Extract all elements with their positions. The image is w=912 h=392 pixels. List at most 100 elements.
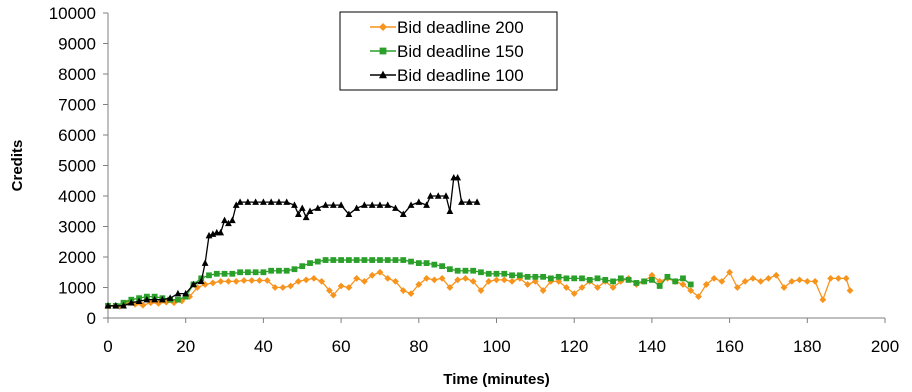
data-point [361,257,368,263]
data-point [237,269,243,276]
y-tick-label: 3000 [58,218,96,237]
data-point [594,284,601,291]
data-point [454,276,462,284]
data-point [291,266,298,273]
data-point [400,257,407,263]
data-point [423,260,430,266]
data-point [217,228,225,236]
data-point [695,293,702,301]
data-point [120,302,127,309]
data-point [563,284,570,291]
data-point [757,278,765,285]
data-point [244,198,252,205]
x-tick-label: 180 [793,337,821,356]
data-point [718,278,726,285]
data-point [524,281,531,288]
data-point [135,297,143,304]
data-point [407,290,415,297]
data-point [190,280,197,288]
data-point [197,277,205,285]
data-point [846,287,854,294]
legend-marker [379,70,387,79]
data-point [602,276,609,283]
data-point [260,198,267,205]
data-point [240,277,248,284]
data-point [469,278,477,285]
data-point [726,268,733,276]
data-point [299,263,306,270]
data-point [229,270,236,277]
data-point [609,284,617,291]
data-point [318,278,326,285]
data-point [260,269,267,276]
data-point [104,302,112,309]
data-point [392,278,399,285]
data-point [256,277,263,284]
data-point [369,257,376,263]
data-point [500,276,508,284]
data-point [271,284,279,291]
data-point [263,277,271,284]
data-point [772,271,780,279]
data-point [361,201,368,208]
data-point [236,198,244,205]
data-point [170,299,178,307]
data-point [322,201,329,208]
data-point [493,276,500,284]
data-point [384,201,392,208]
data-point [462,274,469,282]
data-point [680,275,686,282]
data-point [232,201,240,208]
data-point [539,287,547,294]
data-point [353,257,360,263]
data-point [446,284,454,291]
data-point [268,267,275,274]
data-point [337,201,345,208]
data-point [803,278,811,285]
data-point [338,257,344,263]
data-point [252,198,260,205]
data-point [307,260,313,266]
data-point [399,287,407,294]
data-point [228,216,236,224]
y-tick-label: 5000 [58,157,96,176]
data-point [578,284,586,291]
data-point [377,257,383,263]
data-point [524,273,531,280]
tick-labels: 0100020003000400050006000700080009000100… [49,4,899,356]
x-tick-label: 60 [332,337,351,356]
data-point [415,198,423,205]
data-point [702,281,710,288]
data-point [248,277,256,284]
data-point [741,278,749,285]
data-point [431,261,438,268]
data-point [392,204,399,211]
data-point [540,273,547,280]
legend-item: Bid deadline 150 [370,42,524,61]
legend-item: Bid deadline 100 [370,66,524,85]
data-point [384,257,391,263]
data-point [485,270,492,277]
data-point [478,269,484,276]
data-point [201,259,209,266]
data-point [182,289,190,297]
series-layer [104,173,854,310]
data-point [174,289,182,297]
data-point [679,281,687,288]
data-point [232,278,240,285]
data-point [225,219,232,227]
data-point [749,274,757,282]
data-point [158,295,166,303]
data-point [470,267,477,274]
data-point [291,201,298,208]
data-point [509,272,515,279]
data-point [206,272,212,279]
y-tick-label: 6000 [58,126,96,145]
data-point [112,302,120,309]
data-point [326,287,333,294]
data-point [687,287,695,294]
series-line [108,259,692,307]
data-point [594,275,601,282]
data-point [548,275,554,282]
